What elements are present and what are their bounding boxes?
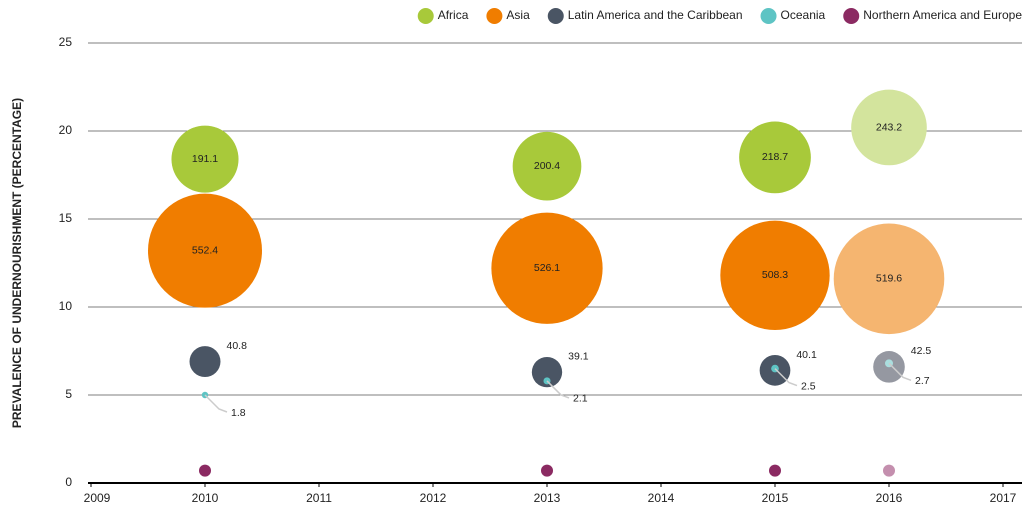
value-label: 2.1 (573, 393, 588, 405)
bubble (720, 220, 830, 330)
legend-swatch (547, 8, 564, 24)
x-tick-label: 2015 (762, 491, 789, 505)
leader-line (774, 368, 798, 387)
y-tick-label: 25 (59, 35, 73, 49)
bubble (512, 131, 582, 201)
legend-label: Asia (506, 8, 530, 22)
value-label: 508.3 (762, 269, 788, 281)
value-label: 191.1 (192, 153, 218, 165)
x-tick-label: 2012 (420, 491, 447, 505)
legend-label: Africa (438, 8, 469, 22)
x-tick-label: 2016 (876, 491, 903, 505)
legend-swatch (486, 8, 503, 24)
bubble (739, 121, 811, 194)
value-label: 40.8 (226, 340, 247, 352)
legend-swatch (843, 8, 860, 24)
legend-label: Latin America and the Caribbean (568, 8, 743, 22)
bubble (189, 346, 221, 378)
y-tick-label: 5 (65, 387, 72, 401)
value-label: 2.7 (915, 375, 930, 387)
value-label: 519.6 (876, 273, 902, 285)
value-label: 1.8 (231, 407, 246, 419)
value-label: 218.7 (762, 151, 788, 163)
value-label: 552.4 (192, 244, 218, 256)
legend-label: Northern America and Europe (863, 8, 1022, 22)
value-label: 243.2 (876, 121, 902, 133)
bubble (531, 356, 563, 388)
bubble (491, 212, 603, 324)
value-label: 2.5 (801, 380, 816, 392)
leader-line (888, 362, 912, 382)
value-label: 39.1 (568, 351, 589, 363)
x-tick-label: 2013 (534, 491, 561, 505)
x-tick-label: 2010 (192, 491, 219, 505)
dot (541, 464, 553, 477)
dot (769, 464, 781, 477)
y-tick-label: 10 (59, 299, 73, 313)
bubble (851, 89, 927, 166)
x-tick-label: 2009 (84, 491, 111, 505)
leader-line (204, 394, 228, 413)
y-tick-label: 15 (59, 211, 73, 225)
value-label: 40.1 (796, 349, 817, 361)
y-tick-label: 0 (65, 475, 72, 489)
bubble (171, 125, 239, 193)
y-axis-label: PREVALENCE OF UNDERNOURISHMENT (PERCENTA… (10, 98, 24, 428)
legend-label: Oceania (781, 8, 826, 22)
x-tick-label: 2017 (990, 491, 1017, 505)
value-label: 42.5 (911, 345, 932, 357)
leader-line (546, 380, 570, 399)
y-tick-label: 20 (59, 123, 73, 137)
legend-swatch (760, 8, 777, 24)
bubble (148, 193, 262, 308)
legend-swatch (417, 8, 434, 24)
dot (199, 464, 211, 477)
value-label: 200.4 (534, 160, 560, 172)
bubble (833, 223, 945, 335)
value-label: 526.1 (534, 262, 560, 274)
dot (883, 464, 895, 477)
x-tick-label: 2014 (648, 491, 675, 505)
x-tick-label: 2011 (306, 491, 332, 505)
